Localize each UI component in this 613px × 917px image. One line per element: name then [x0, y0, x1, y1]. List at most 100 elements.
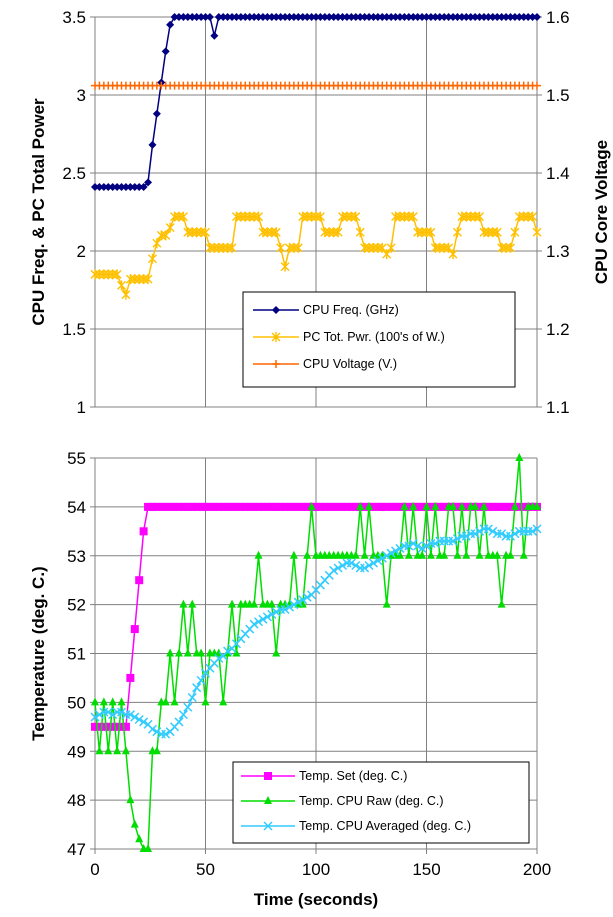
data-point	[325, 13, 334, 21]
data-point	[241, 502, 250, 511]
y-tick-label: 2	[77, 242, 86, 261]
data-point	[488, 526, 498, 536]
data-point	[404, 13, 413, 21]
data-point	[506, 502, 515, 511]
data-point	[214, 13, 223, 21]
series-2	[90, 524, 542, 739]
legend-label: CPU Freq. (GHz)	[303, 303, 399, 317]
data-point	[418, 13, 427, 21]
data-point	[104, 746, 113, 755]
data-point	[391, 502, 400, 511]
data-point	[174, 717, 184, 727]
data-point	[382, 502, 391, 511]
data-point	[488, 502, 497, 511]
data-point	[515, 502, 524, 511]
x-tick-label: 100	[302, 860, 330, 879]
data-point	[373, 556, 383, 566]
data-point	[356, 501, 365, 510]
legend-label: CPU Voltage (V.)	[303, 357, 397, 371]
data-point	[219, 13, 228, 21]
data-point	[104, 722, 113, 731]
data-point	[483, 524, 493, 534]
data-point	[272, 13, 281, 21]
data-point	[161, 230, 171, 241]
data-point	[395, 550, 404, 559]
data-point	[440, 550, 449, 559]
data-point	[488, 13, 497, 21]
data-point	[462, 502, 471, 511]
data-point	[271, 607, 281, 617]
data-point	[475, 13, 484, 21]
data-point	[183, 502, 192, 511]
data-point	[285, 502, 294, 511]
data-point	[276, 242, 286, 253]
data-point	[337, 560, 348, 571]
data-point	[303, 502, 312, 511]
y2-tick-label: 1.1	[546, 398, 570, 417]
data-point	[219, 697, 228, 706]
data-point	[505, 531, 516, 541]
data-point	[152, 238, 162, 249]
y-axis-title: Temperature (deg. C.)	[29, 566, 48, 740]
data-point	[417, 543, 427, 553]
data-point	[223, 646, 233, 656]
data-point	[147, 253, 157, 264]
data-point	[307, 501, 316, 510]
data-point	[312, 13, 320, 21]
data-point	[316, 13, 325, 21]
data-point	[303, 550, 312, 559]
data-point	[174, 648, 183, 657]
chart-bottom: 47 48 49 50 51 52 53 54 55 0 50 100 150 200 Temperatur…	[29, 449, 551, 909]
data-point	[510, 529, 520, 539]
data-point	[395, 13, 404, 21]
data-point	[475, 526, 485, 536]
data-point	[307, 13, 316, 21]
data-point	[524, 13, 533, 21]
data-point	[532, 227, 542, 238]
data-point	[315, 211, 325, 222]
data-point	[497, 529, 507, 539]
data-point	[360, 563, 370, 573]
data-point	[121, 746, 130, 755]
data-point	[506, 13, 515, 21]
legend-label: PC Tot. Pwr. (100's of W.)	[303, 330, 445, 344]
data-point	[289, 550, 298, 559]
data-point	[431, 13, 440, 21]
x-tick-label: 50	[196, 860, 215, 879]
data-point	[280, 604, 290, 615]
data-point	[228, 502, 237, 511]
data-point	[515, 453, 524, 461]
data-point	[506, 550, 515, 559]
data-point	[108, 710, 118, 720]
data-point	[294, 13, 303, 21]
data-point	[99, 697, 108, 706]
data-point	[130, 183, 139, 192]
data-point	[387, 502, 396, 511]
data-point	[276, 502, 285, 511]
data-point	[201, 13, 210, 21]
data-point	[355, 227, 365, 238]
data-point	[232, 502, 241, 511]
data-point	[113, 722, 122, 731]
data-point	[493, 502, 502, 511]
data-point	[320, 13, 329, 21]
data-point	[413, 13, 422, 21]
data-point	[408, 539, 418, 549]
data-point	[334, 502, 343, 511]
data-point	[108, 183, 117, 192]
data-point	[201, 697, 210, 706]
data-point	[104, 183, 113, 192]
data-point	[236, 502, 245, 511]
data-point	[117, 722, 126, 731]
data-point	[404, 502, 413, 511]
data-point	[258, 502, 267, 511]
data-point	[333, 563, 343, 573]
data-point	[316, 502, 325, 511]
data-point	[497, 13, 506, 21]
y-tick-label: 49	[67, 742, 86, 761]
data-point	[351, 211, 361, 222]
data-point	[409, 13, 418, 21]
data-point	[108, 697, 117, 706]
data-point	[130, 625, 139, 634]
data-point	[214, 653, 224, 663]
